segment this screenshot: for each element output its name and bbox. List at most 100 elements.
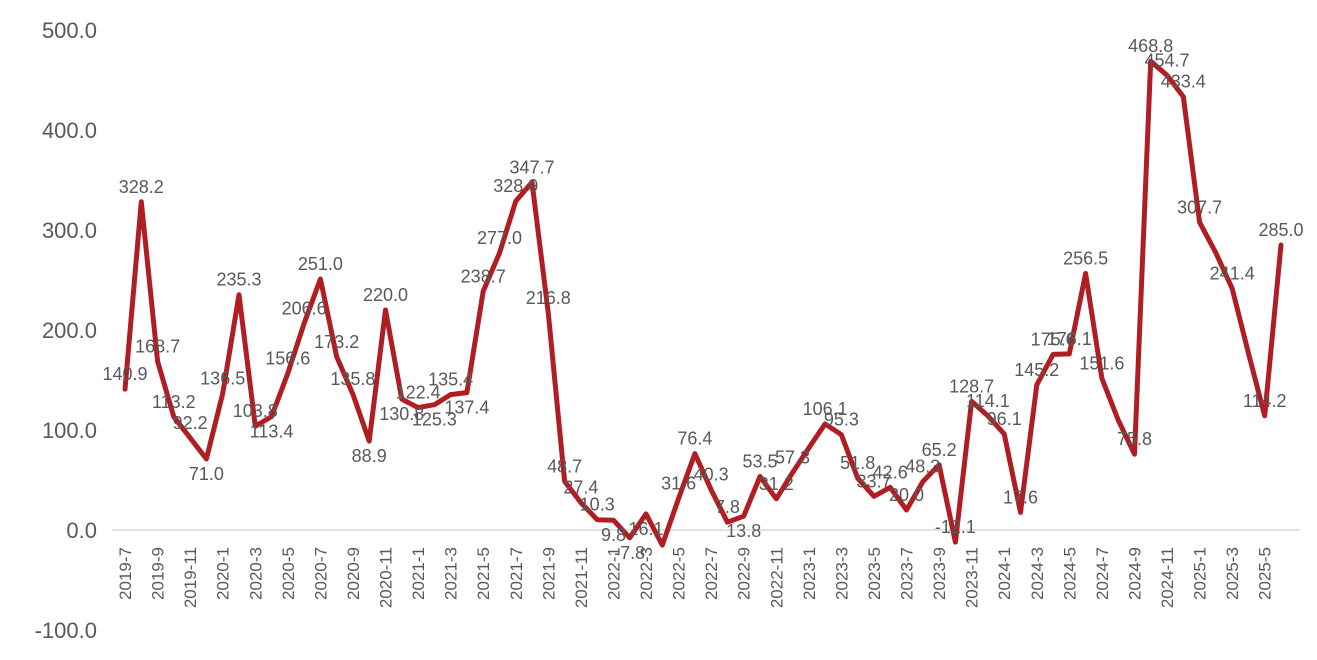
x-axis-tick-label: 2023-5 bbox=[865, 547, 884, 600]
x-axis-tick-label: 2021-1 bbox=[409, 547, 428, 600]
data-label: 277.0 bbox=[477, 228, 522, 248]
data-label: 48.3 bbox=[905, 457, 940, 477]
data-label: 216.8 bbox=[526, 288, 571, 308]
data-label: 33.7 bbox=[856, 471, 891, 491]
x-axis-tick-label: 2024-11 bbox=[1158, 547, 1177, 608]
data-label: 251.0 bbox=[298, 254, 343, 274]
x-axis-tick-label: 2021-9 bbox=[539, 547, 558, 600]
x-axis-tick-label: 2024-5 bbox=[1060, 547, 1079, 600]
y-axis-tick-label: 200.0 bbox=[42, 318, 97, 343]
x-axis-tick-label: 2025-3 bbox=[1223, 547, 1242, 600]
data-label: -12.1 bbox=[935, 517, 976, 537]
data-label: 13.8 bbox=[726, 521, 761, 541]
data-label: -7.8 bbox=[614, 543, 645, 563]
data-label: 88.9 bbox=[352, 446, 387, 466]
y-axis-tick-label: 0.0 bbox=[66, 518, 97, 543]
data-label: 151.6 bbox=[1079, 353, 1124, 373]
data-label: 328.9 bbox=[493, 176, 538, 196]
x-axis-tick-label: 2024-1 bbox=[995, 547, 1014, 600]
data-label: 125.3 bbox=[412, 410, 457, 430]
x-axis-tick-label: 2023-7 bbox=[898, 547, 917, 600]
data-label: 168.7 bbox=[135, 336, 180, 356]
y-axis-tick-label: 400.0 bbox=[42, 118, 97, 143]
x-axis-tick-label: 2023-1 bbox=[800, 547, 819, 600]
data-label: 71.0 bbox=[189, 464, 224, 484]
data-label: 235.3 bbox=[216, 270, 261, 290]
data-label: 92.2 bbox=[173, 413, 208, 433]
data-label: 31.6 bbox=[661, 473, 696, 493]
data-label: 96.1 bbox=[987, 409, 1022, 429]
x-axis-tick-label: 2020-3 bbox=[246, 547, 265, 600]
data-label: 31.2 bbox=[759, 474, 794, 494]
data-label: 433.4 bbox=[1161, 72, 1206, 92]
data-label: 173.2 bbox=[314, 332, 359, 352]
data-label: 347.7 bbox=[509, 157, 554, 177]
data-label: 48.7 bbox=[547, 456, 582, 476]
data-label: 175.6 bbox=[1031, 329, 1076, 349]
x-axis-tick-label: 2022-7 bbox=[702, 547, 721, 600]
y-axis-tick-label: 500.0 bbox=[42, 18, 97, 43]
data-label: 156.6 bbox=[265, 348, 310, 368]
data-label: 20.0 bbox=[889, 485, 924, 505]
data-label: 75.8 bbox=[1117, 429, 1152, 449]
data-label: 95.3 bbox=[824, 410, 859, 430]
x-axis-tick-label: 2023-11 bbox=[963, 547, 982, 608]
x-axis-tick-label: 2024-7 bbox=[1093, 547, 1112, 600]
x-axis-tick-label: 2021-11 bbox=[572, 547, 591, 608]
data-label: 103.8 bbox=[233, 401, 278, 421]
data-label: 42.6 bbox=[873, 462, 908, 482]
data-label: 16.1 bbox=[628, 519, 663, 539]
x-axis-tick-label: 2023-9 bbox=[930, 547, 949, 600]
data-label: 51.8 bbox=[840, 453, 875, 473]
data-label: 285.0 bbox=[1258, 220, 1303, 240]
x-axis-tick-label: 2025-1 bbox=[1191, 547, 1210, 600]
data-label: 106.1 bbox=[803, 399, 848, 419]
data-label: 241.4 bbox=[1210, 264, 1255, 284]
x-axis-tick-label: 2021-7 bbox=[507, 547, 526, 600]
data-label: 114.2 bbox=[1243, 391, 1287, 411]
x-axis-tick-label: 2019-7 bbox=[116, 547, 135, 600]
data-label: 27.4 bbox=[563, 478, 598, 498]
x-axis-tick-label: 2023-3 bbox=[832, 547, 851, 600]
x-axis-tick-label: 2024-3 bbox=[1028, 547, 1047, 600]
data-label: 57.3 bbox=[775, 448, 810, 468]
data-label: 140.9 bbox=[102, 364, 147, 384]
data-label: 40.3 bbox=[694, 465, 729, 485]
series-line bbox=[122, 58, 1284, 548]
data-label: 10.3 bbox=[580, 495, 615, 515]
y-axis-tick-label: -100.0 bbox=[35, 618, 97, 643]
x-axis-tick-label: 2022-5 bbox=[670, 547, 689, 600]
data-label: 128.7 bbox=[949, 376, 994, 396]
x-axis-tick-label: 2024-9 bbox=[1125, 547, 1144, 600]
data-label: 76.4 bbox=[677, 429, 712, 449]
data-label: 220.0 bbox=[363, 285, 408, 305]
x-axis-tick-label: 2025-5 bbox=[1256, 547, 1275, 600]
data-label: 176.1 bbox=[1047, 329, 1092, 349]
data-label: 122.4 bbox=[396, 383, 441, 403]
data-label: 113.2 bbox=[152, 392, 196, 412]
y-axis-tick-label: 100.0 bbox=[42, 418, 97, 443]
data-label: 307.7 bbox=[1177, 197, 1222, 217]
data-label: 256.5 bbox=[1063, 249, 1108, 269]
x-axis-tick-label: 2021-5 bbox=[474, 547, 493, 600]
data-label: 454.7 bbox=[1144, 50, 1189, 70]
data-label: 135.4 bbox=[428, 370, 473, 390]
x-axis-tick-label: 2019-9 bbox=[149, 547, 168, 600]
data-label: 9.8 bbox=[601, 525, 626, 545]
y-axis-tick-label: 300.0 bbox=[42, 218, 97, 243]
data-label: 65.2 bbox=[922, 440, 957, 460]
data-label: 136.5 bbox=[200, 369, 245, 389]
x-axis-tick-label: 2021-3 bbox=[442, 547, 461, 600]
data-label: 135.8 bbox=[330, 369, 375, 389]
data-label: 238.7 bbox=[461, 266, 506, 286]
data-label: 328.2 bbox=[119, 177, 164, 197]
data-label: 7.8 bbox=[715, 497, 740, 517]
x-axis-tick-label: 2022-3 bbox=[637, 547, 656, 600]
x-axis-tick-label: 2020-1 bbox=[214, 547, 233, 600]
x-axis-tick-label: 2019-11 bbox=[181, 547, 200, 608]
data-label: 137.4 bbox=[444, 398, 489, 418]
data-label: 145.2 bbox=[1014, 360, 1059, 380]
x-axis-tick-label: 2020-11 bbox=[377, 547, 396, 608]
data-label: 113.4 bbox=[250, 422, 294, 442]
